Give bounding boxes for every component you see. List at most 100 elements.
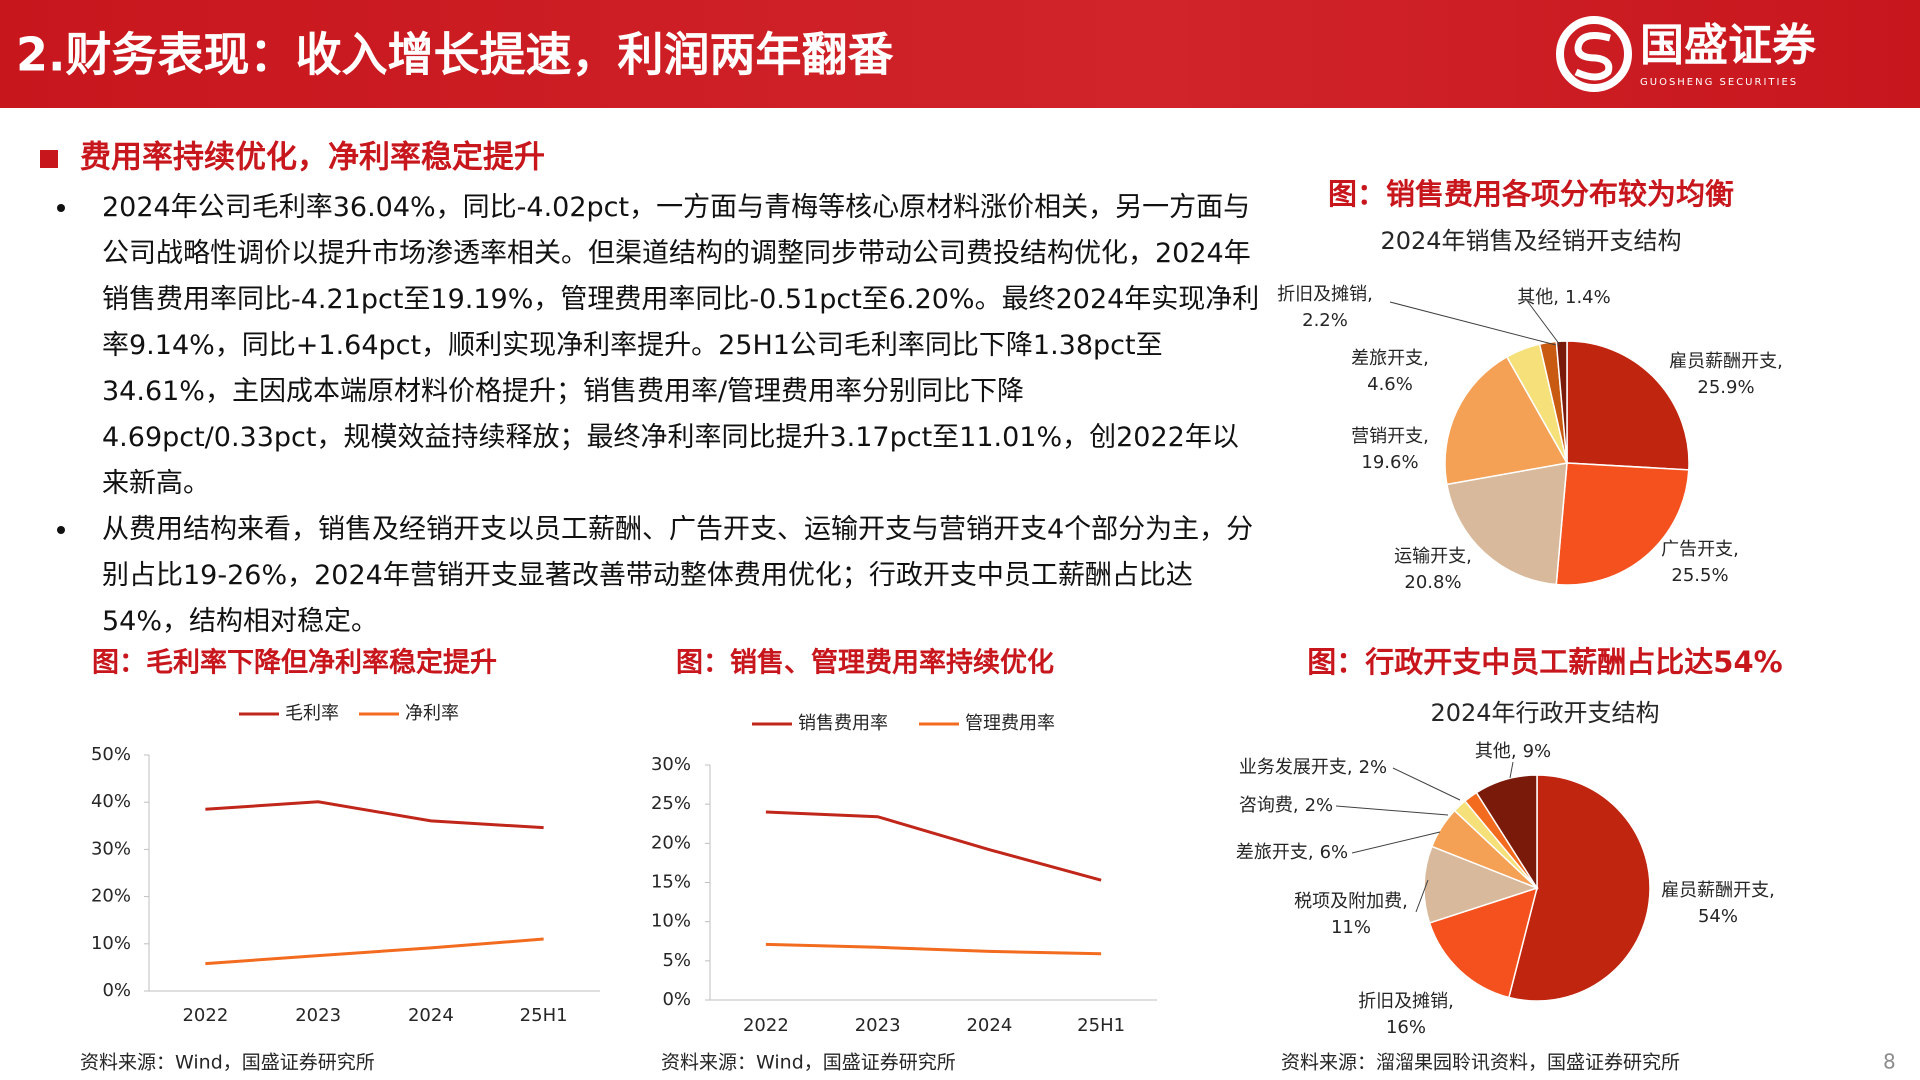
x-tick-label: 2024	[408, 1005, 454, 1026]
pie-slice	[1446, 462, 1568, 586]
pie-label: 差旅开支, 4.6%	[1351, 348, 1429, 395]
x-tick-label: 2022	[182, 1005, 228, 1026]
source-note: 资料来源：溜溜果园聆讯资料，国盛证券研究所	[1281, 1052, 1680, 1074]
chart-title: 图：毛利率下降但净利率稳定提升	[92, 647, 497, 679]
y-tick-label: 20%	[91, 886, 131, 907]
series-line	[205, 937, 544, 966]
pie-slice	[1475, 774, 1538, 891]
pie-label-value: 4.6%	[1367, 374, 1413, 395]
pie-label: 业务发展开支, 2%	[1239, 757, 1387, 778]
y-tick-label: 30%	[91, 838, 131, 859]
pie-label-value: 1.4%	[1565, 287, 1611, 308]
x-tick-label: 2023	[295, 1005, 341, 1026]
pie-label: 广告开支, 25.5%	[1661, 539, 1739, 586]
x-tick-label: 2023	[855, 1015, 901, 1036]
pie-label-value: 2%	[1305, 795, 1334, 816]
header-title: 2.财务表现：收入增长提速，利润两年翻番	[16, 28, 893, 82]
pie-label: 营销开支, 19.6%	[1351, 426, 1429, 473]
pie-label-value: 19.6%	[1361, 452, 1418, 473]
leader-line	[1392, 767, 1461, 801]
series-line	[765, 942, 1102, 956]
pie-label-name: 雇员薪酬开支,	[1669, 351, 1783, 372]
pie-label-value: 25.9%	[1697, 377, 1754, 398]
source-note: 资料来源：Wind，国盛证券研究所	[661, 1052, 956, 1074]
pie-label-name: 广告开支,	[1661, 539, 1739, 560]
pie-label-name: 差旅开支,	[1351, 348, 1429, 369]
x-tick-label: 25H1	[520, 1005, 568, 1026]
chart-subtitle: 2024年行政开支结构	[1430, 699, 1659, 727]
chart-title: 图：行政开支中员工薪酬占比达54%	[1307, 645, 1782, 679]
leader-line	[1415, 879, 1429, 913]
pie-slice	[1507, 774, 1651, 1002]
leader-line	[1389, 301, 1557, 346]
pie-slice	[1555, 340, 1568, 464]
pie-label-value: 11%	[1331, 917, 1371, 938]
page-number: 8	[1883, 1050, 1896, 1074]
pie-slice	[1444, 355, 1569, 486]
y-tick-label: 20%	[651, 832, 691, 853]
logo-mark	[1574, 32, 1613, 81]
chart-title: 图：销售费用各项分布较为均衡	[1328, 177, 1734, 211]
pie-label: 其他, 9%	[1475, 741, 1551, 762]
pie-label: 运输开支, 20.8%	[1394, 546, 1472, 593]
chart-title: 图：销售、管理费用率持续优化	[676, 647, 1054, 679]
pie-slice	[1555, 462, 1690, 586]
legend-label: 净利率	[405, 703, 459, 724]
y-tick-label: 0%	[102, 980, 131, 1001]
pie-label: 雇员薪酬开支, 25.9%	[1669, 351, 1783, 398]
pie-label: 雇员薪酬开支, 54%	[1661, 880, 1775, 927]
pie-label-value: 9%	[1523, 741, 1552, 762]
pie-label: 差旅开支, 6%	[1236, 842, 1348, 863]
y-tick-label: 30%	[651, 754, 691, 775]
pie-label-name: 税项及附加费,	[1294, 891, 1408, 912]
pie-slice	[1423, 845, 1540, 924]
legend-label: 毛利率	[285, 703, 339, 724]
y-tick-label: 10%	[651, 911, 691, 932]
section-title: 费用率持续优化，净利率稳定提升	[80, 140, 545, 176]
pie-label-name: 其他,	[1475, 741, 1517, 762]
pie-label-value: 54%	[1698, 906, 1738, 927]
legend-label: 销售费用率	[798, 713, 888, 734]
leader-line	[1509, 761, 1514, 779]
pie-label-value: 20.8%	[1404, 572, 1461, 593]
pie-label: 折旧及摊销, 2.2%	[1277, 284, 1373, 331]
bullet: 2024年公司毛利率36.04%，同比-4.02pct，一方面与青梅等核心原材料…	[80, 185, 1260, 507]
pie-label: 税项及附加费, 11%	[1294, 891, 1408, 938]
pie-slice	[1566, 340, 1690, 471]
y-tick-label: 25%	[651, 793, 691, 814]
logo-text: 国盛证券	[1640, 20, 1817, 71]
logo-sub: GUOSHENG SECURITIES	[1640, 77, 1798, 88]
pie-label-value: 25.5%	[1671, 565, 1728, 586]
pie-slice	[1428, 886, 1539, 999]
pie-label-name: 折旧及摊销,	[1358, 991, 1454, 1012]
series-line	[765, 810, 1102, 882]
y-tick-label: 0%	[662, 989, 691, 1010]
pie-label-value: 6%	[1320, 842, 1349, 863]
pie-label-name: 业务发展开支,	[1239, 757, 1353, 778]
bullet: 从费用结构来看，销售及经销开支以员工薪酬、广告开支、运输开支与营销开支4个部分为…	[80, 507, 1260, 645]
pie-label: 其他, 1.4%	[1517, 287, 1610, 308]
chart-subtitle: 2024年销售及经销开支结构	[1380, 227, 1681, 255]
y-tick-label: 50%	[91, 744, 131, 765]
pie-label-value: 16%	[1386, 1017, 1426, 1038]
section-marker	[40, 150, 58, 168]
pie-label-name: 雇员薪酬开支,	[1661, 880, 1775, 901]
y-tick-label: 15%	[651, 872, 691, 893]
logo-ring	[1556, 16, 1632, 92]
leader-line	[1335, 805, 1449, 816]
y-tick-label: 5%	[662, 950, 691, 971]
x-tick-label: 2022	[743, 1015, 789, 1036]
source-note: 资料来源：Wind，国盛证券研究所	[80, 1052, 375, 1074]
pie-label-value: 2%	[1359, 757, 1388, 778]
leader-line	[1524, 297, 1561, 346]
x-tick-label: 25H1	[1077, 1015, 1125, 1036]
series-line	[205, 800, 544, 830]
legend-label: 管理费用率	[965, 713, 1055, 734]
y-tick-label: 10%	[91, 933, 131, 954]
x-tick-label: 2024	[966, 1015, 1012, 1036]
pie-label-name: 折旧及摊销,	[1277, 284, 1373, 305]
pie-label-name: 运输开支,	[1394, 546, 1472, 567]
leader-line	[1351, 831, 1441, 854]
